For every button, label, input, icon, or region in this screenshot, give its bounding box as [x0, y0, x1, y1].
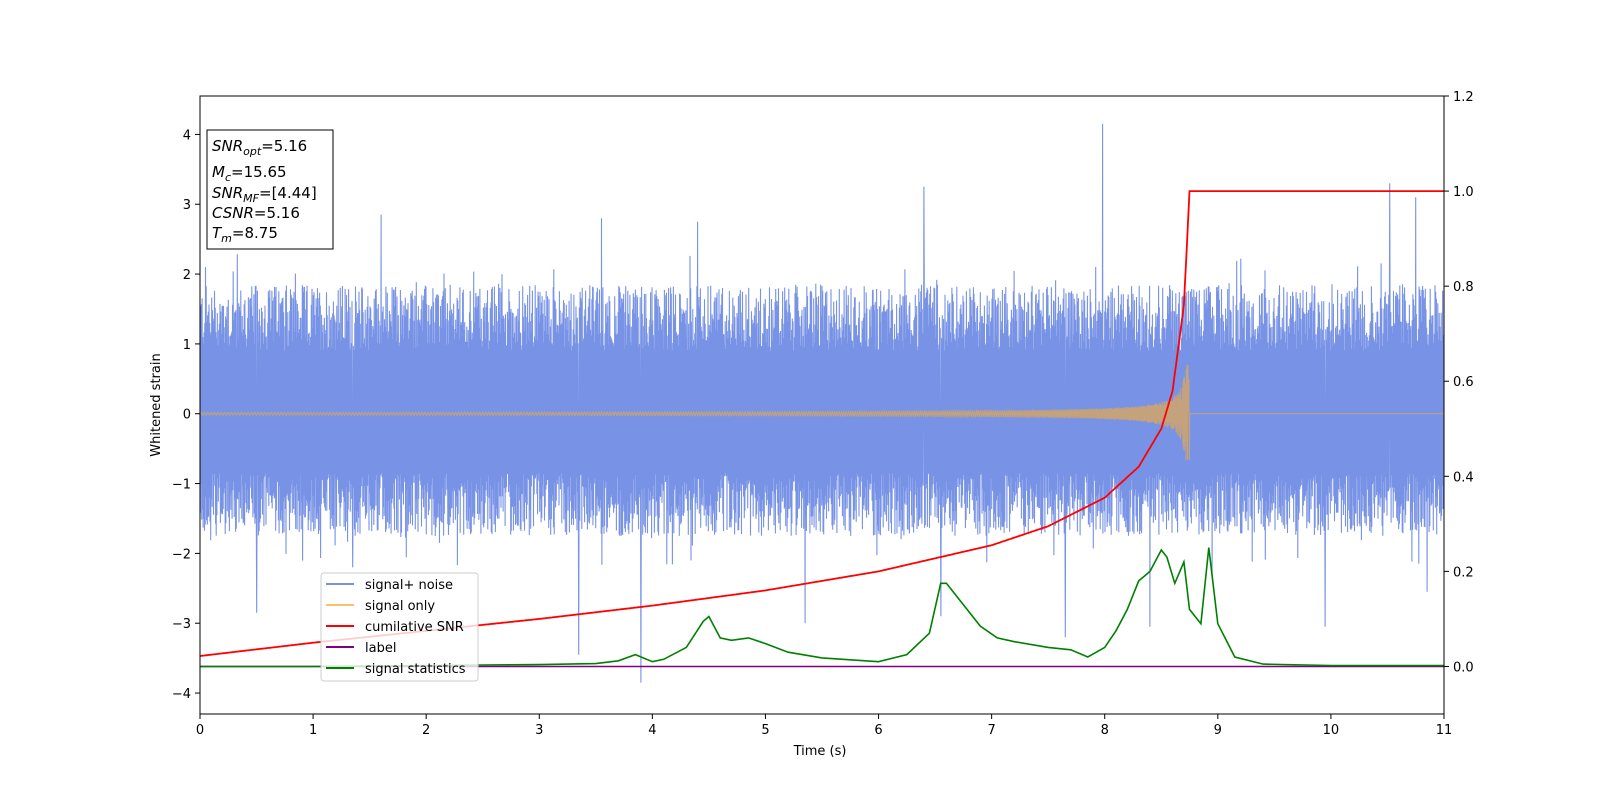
x-tick-label: 9 [1214, 723, 1222, 738]
y-left-tick-label: −3 [172, 617, 191, 632]
y-left-tick-label: 1 [183, 338, 191, 353]
x-tick-label: 5 [761, 723, 769, 738]
x-tick-label: 7 [987, 723, 995, 738]
info-snr-opt: SNRopt=5.16 [212, 137, 307, 158]
x-tick-label: 0 [196, 723, 204, 738]
x-tick-label: 1 [309, 723, 317, 738]
legend-label-signal-statistics: signal statistics [365, 662, 466, 677]
info-box: SNRopt=5.16 Mc=15.65 SNRMF=[4.44] CSNR=5… [206, 129, 334, 250]
legend-frame [320, 572, 479, 682]
y-left-tick-label: −4 [172, 687, 191, 702]
info-csnr: CSNR=5.16 [212, 204, 300, 222]
y-axis-right-ticks: 0.0 0.2 0.4 0.6 0.8 1.0 1.2 [1444, 90, 1474, 675]
y-left-tick-label: 3 [183, 198, 191, 213]
signal-plus-noise-series [200, 123, 1444, 683]
plot-frame [199, 95, 1445, 715]
y-right-tick-label: 0.4 [1453, 470, 1474, 485]
x-tick-label: 8 [1101, 723, 1109, 738]
info-mc: Mc=15.65 [212, 163, 287, 184]
y-left-tick-label: −2 [172, 547, 191, 562]
y-right-tick-label: 1.2 [1453, 90, 1474, 105]
info-tm: Tm=8.75 [212, 224, 278, 245]
info-box-frame [206, 129, 334, 250]
info-snr-mf: SNRMF=[4.44] [212, 184, 317, 205]
signal-only-series [200, 364, 1444, 461]
x-tick-label: 11 [1436, 723, 1453, 738]
signal-plus-noise-line [200, 123, 1444, 683]
signal-statistics-line [200, 547, 1444, 668]
legend-label-label: label [365, 641, 396, 656]
y-left-tick-label: −1 [172, 478, 191, 493]
y-axis-label: Whitened strain [149, 353, 164, 456]
x-axis-ticks: 0 1 2 3 4 5 6 7 8 9 10 11 [196, 714, 1452, 738]
y-right-tick-label: 0.2 [1453, 565, 1474, 580]
legend: signal+ noise signal only cumilative SNR… [320, 572, 479, 682]
y-left-tick-label: 4 [183, 128, 191, 143]
y-left-tick-label: 0 [183, 408, 191, 423]
y-axis-left-ticks: −4 −3 −2 −1 0 1 2 3 4 [172, 128, 200, 702]
x-tick-label: 6 [874, 723, 882, 738]
y-right-tick-label: 0.8 [1453, 280, 1474, 295]
x-tick-label: 10 [1323, 723, 1340, 738]
y-right-tick-label: 0.0 [1453, 660, 1474, 675]
y-right-tick-label: 0.6 [1453, 375, 1474, 390]
x-tick-label: 4 [648, 723, 656, 738]
legend-label-signal-noise: signal+ noise [365, 578, 453, 593]
x-axis-label: Time (s) [793, 744, 847, 759]
y-left-tick-label: 2 [183, 268, 191, 283]
x-tick-label: 3 [535, 723, 543, 738]
signal-only-line [200, 364, 1444, 461]
x-tick-label: 2 [422, 723, 430, 738]
legend-label-signal-only: signal only [365, 599, 435, 614]
legend-label-cumulative-snr: cumilative SNR [365, 620, 464, 635]
y-right-tick-label: 1.0 [1453, 185, 1474, 200]
